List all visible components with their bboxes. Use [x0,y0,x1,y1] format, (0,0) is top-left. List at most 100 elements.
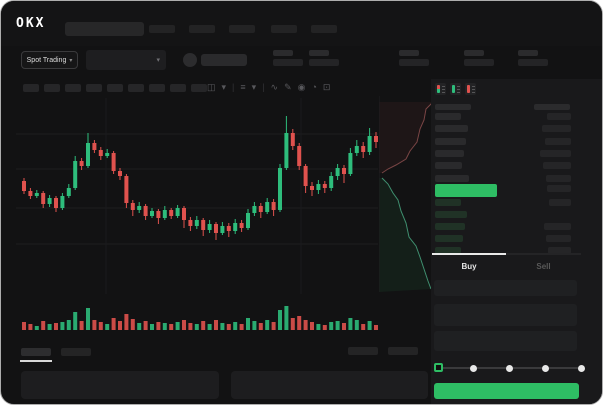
snapshot-icon[interactable]: ◉ [297,81,306,92]
candle-body [73,161,78,188]
bid-row-price[interactable] [435,223,465,230]
history-icon[interactable]: ◔ [311,81,317,92]
chart-range-control[interactable] [388,347,418,355]
ticker-stat-label [309,50,329,56]
chevron-down-icon[interactable]: ▾ [221,81,227,92]
indicators-icon[interactable]: ≡ [240,81,246,92]
slider-stop-dot[interactable] [506,365,513,372]
search-input[interactable] [65,22,144,36]
bid-row-amount[interactable] [546,235,571,242]
nav-item-placeholder[interactable] [189,25,215,33]
volume-bar [214,320,218,330]
ask-row-price[interactable] [435,162,462,169]
nav-item-placeholder[interactable] [311,25,337,33]
ask-row-price[interactable] [435,150,464,157]
bid-row-amount[interactable] [547,185,571,192]
chart-toolbar-button[interactable] [86,84,102,92]
candle-body [226,226,231,231]
chart-toolbar-button[interactable] [149,84,165,92]
market-type-selector[interactable]: Spot Trading ▾ [21,51,78,69]
chart-toolbar-button[interactable] [65,84,81,92]
bid-row-amount[interactable] [548,247,571,254]
tab-buy[interactable]: Buy [461,262,477,271]
candle-body [348,153,353,174]
book-combined-icon[interactable] [435,83,446,95]
fullscreen-icon[interactable]: ⊡ [322,81,331,92]
candle-body [41,193,46,204]
volume-bar [271,322,276,330]
ask-row-amount[interactable] [543,162,571,169]
candle-style-icon[interactable]: ◫ [207,81,216,92]
bottom-panel [21,371,219,399]
chart-toolbar-button[interactable] [44,84,60,92]
amount-slider-handle[interactable] [434,363,443,372]
submit-order-button[interactable] [434,383,579,399]
candle-body [162,210,167,218]
candle-body [98,150,103,156]
volume-bar [182,320,186,330]
volume-bar [278,310,282,330]
ask-row-amount[interactable] [546,175,571,182]
nav-item-placeholder[interactable] [149,25,175,33]
candle-body [28,191,33,196]
book-asks-icon[interactable] [465,83,476,95]
chart-toolbar-button[interactable] [23,84,39,92]
line-tool-icon[interactable]: ∿ [270,81,279,92]
icon-line [442,92,445,93]
ask-row-amount[interactable] [540,150,571,157]
volume-bar [47,324,52,330]
chart-range-control[interactable] [348,347,378,355]
chart-toolbar-button[interactable] [191,84,207,92]
last-price-indicator[interactable] [435,184,497,197]
ask-row-amount[interactable] [542,125,571,132]
volume-bar [335,321,340,330]
tab-sell[interactable]: Sell [536,262,551,271]
volume-bar [207,324,212,330]
nav-item-placeholder[interactable] [271,25,297,33]
ask-row-price[interactable] [435,138,466,145]
ask-row-price[interactable] [435,175,469,182]
bid-row-amount[interactable] [549,199,571,206]
amount-field[interactable] [434,304,577,326]
bottom-tab[interactable] [61,348,91,356]
icon-line [457,86,460,87]
pair-selector[interactable]: ▾ [86,50,166,70]
candle-body [79,161,84,166]
book-bids-icon[interactable] [450,83,461,95]
candlestick-chart[interactable] [16,98,378,294]
bid-row-price[interactable] [435,199,461,206]
volume-bar [86,308,90,330]
chart-toolbar-button[interactable] [170,84,186,92]
ask-row-price[interactable] [435,125,468,132]
market-type-label: Spot Trading [26,56,67,64]
bid-row-price[interactable] [435,247,461,254]
chevron-down-icon[interactable]: ▾ [251,81,257,92]
price-field[interactable] [434,280,577,296]
bid-row-price[interactable] [435,235,463,242]
bid-row-price[interactable] [435,211,467,218]
ask-row-amount[interactable] [545,138,571,145]
slider-stop-dot[interactable] [578,365,585,372]
chevron-down-icon: ▾ [69,57,73,64]
candle-body [130,203,135,210]
candle-body [118,171,122,176]
volume-bar [150,324,154,330]
bottom-tab-active[interactable] [21,348,51,356]
book-asks-icon-bar [467,85,470,93]
bid-row-amount[interactable] [544,223,571,230]
slider-stop-dot[interactable] [470,365,477,372]
toolbar-divider: | [232,81,235,92]
ask-row-amount[interactable] [547,113,571,120]
chart-toolbar-button[interactable] [128,84,144,92]
slider-stop-dot[interactable] [542,365,549,372]
ask-row-price[interactable] [435,113,461,120]
draw-tool-icon[interactable]: ✎ [284,81,292,92]
ticker-stat-label [464,50,484,56]
nav-item-placeholder[interactable] [229,25,255,33]
chart-toolbar-button[interactable] [107,84,123,92]
total-field[interactable] [434,331,577,351]
volume-bar [28,324,33,330]
volume-bar [111,318,116,330]
icon-line [472,89,475,90]
